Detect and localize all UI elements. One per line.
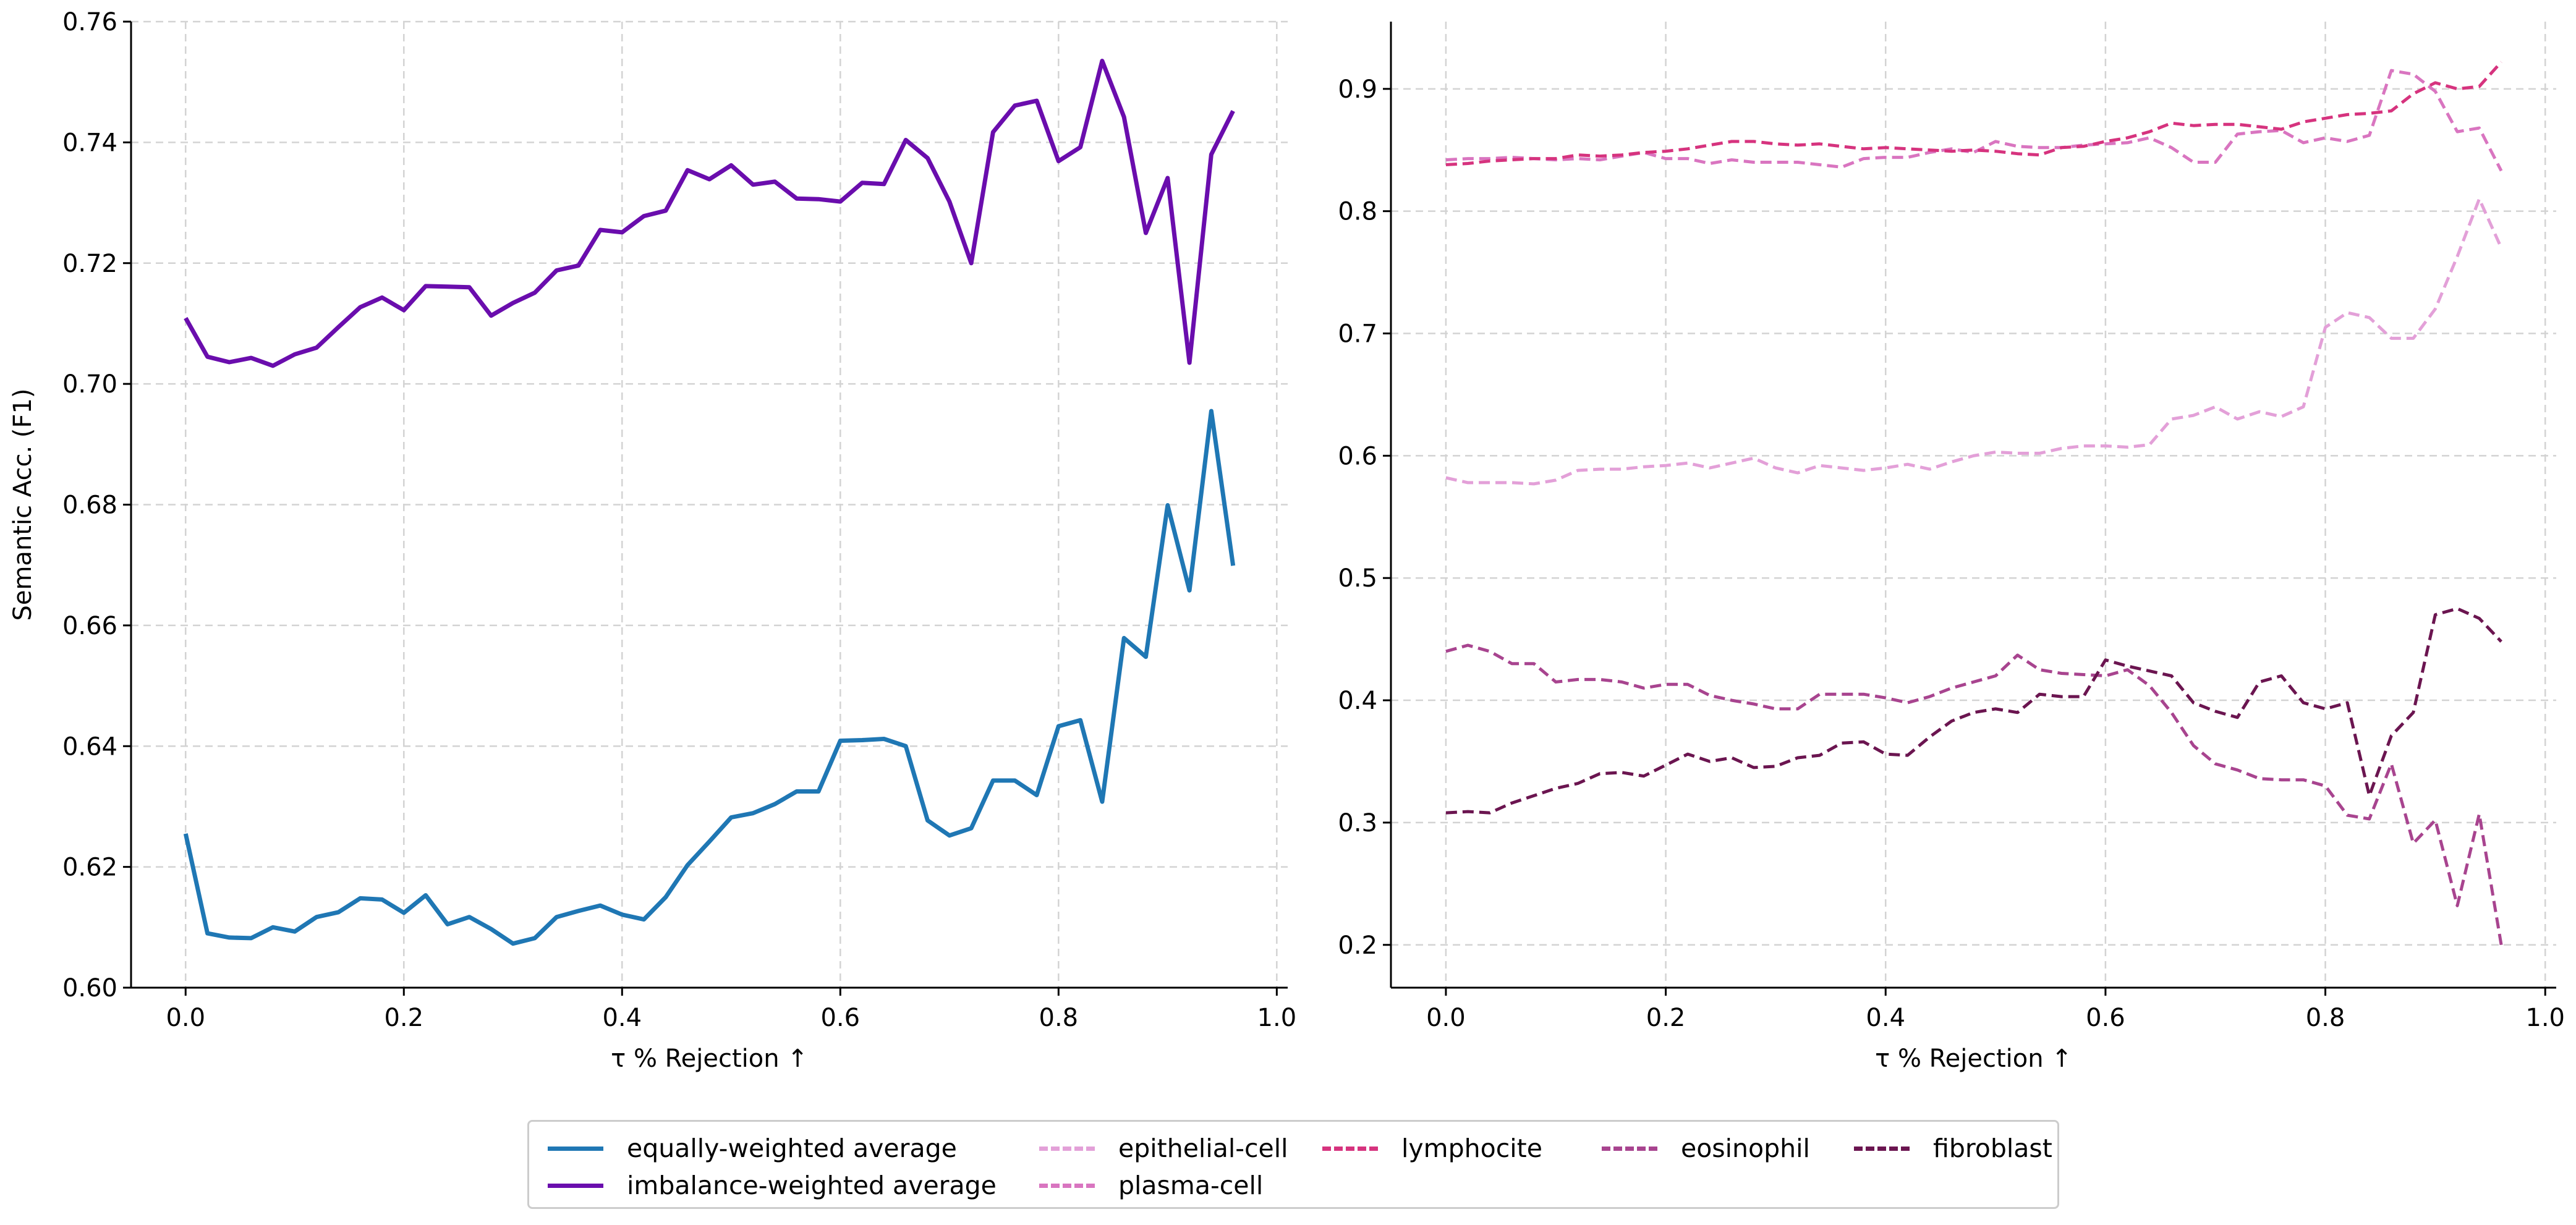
x-tick-label: 0.0	[1426, 1004, 1466, 1032]
x-tick-label: 0.2	[384, 1004, 423, 1032]
x-tick-label: 0.8	[1039, 1004, 1079, 1032]
legend-swatch	[1039, 1146, 1095, 1151]
x-tick-label: 0.8	[2306, 1004, 2345, 1032]
y-tick-label: 0.2	[1338, 931, 1377, 960]
x-tick-label: 1.0	[2525, 1004, 2565, 1032]
y-tick-label: 0.6	[1338, 442, 1377, 470]
legend-swatch	[1322, 1146, 1378, 1151]
series-line-fibroblast	[1445, 607, 2502, 815]
legend-label: imbalance-weighted average	[627, 1171, 997, 1200]
series-line-equally-weighted-average	[183, 409, 1236, 946]
chart-right-panel: 0.0 0.2 0.4 0.6 0.8 1.0 0.2 0.3 0.4 0.5 0.6 0.7 0.8 0…	[1338, 22, 2565, 1073]
y-tick-label: 0.5	[1338, 564, 1377, 593]
series-line-imbalance-weighted-average	[184, 59, 1235, 368]
legend: equally-weighted average imbalance-weigh…	[527, 1120, 2059, 1209]
legend-entry-imbalance-weighted-average: imbalance-weighted average	[548, 1170, 997, 1201]
y-tick-label: 0.8	[1338, 198, 1377, 226]
y-tick-label: 0.7	[1338, 320, 1377, 349]
x-tick-label: 0.0	[166, 1004, 205, 1032]
legend-label: plasma-cell	[1118, 1171, 1264, 1200]
x-tick-label: 0.6	[2086, 1004, 2125, 1032]
legend-swatch	[1039, 1183, 1095, 1188]
y-tick-label: 0.66	[62, 612, 117, 640]
y-tick-label: 0.9	[1338, 75, 1377, 104]
legend-entry-equally-weighted-average: equally-weighted average	[548, 1133, 957, 1164]
legend-entry-fibroblast: fibroblast	[1854, 1133, 2052, 1164]
y-tick-label: 0.64	[62, 732, 117, 761]
y-tick-label: 0.72	[62, 250, 117, 278]
y-tick-label: 0.62	[62, 854, 117, 882]
x-tick-label: 0.2	[1646, 1004, 1686, 1032]
x-axis-label: τ % Rejection ↑	[611, 1045, 808, 1073]
x-tick-label: 0.4	[602, 1004, 642, 1032]
legend-entry-plasma-cell: plasma-cell	[1039, 1170, 1263, 1201]
y-tick-label: 0.4	[1338, 687, 1377, 715]
legend-entry-eosinophil: eosinophil	[1602, 1133, 1810, 1164]
x-tick-label: 0.6	[820, 1004, 860, 1032]
chart-left-panel: 0.0 0.2 0.4 0.6 0.8 1.0 0.60 0.62 0.64 0.66 0.68 0.…	[9, 8, 1296, 1073]
y-axis-label: Semantic Acc. (F1)	[9, 388, 37, 621]
legend-swatch	[548, 1183, 603, 1188]
legend-entry-lymphocite: lymphocite	[1322, 1133, 1542, 1164]
legend-swatch	[1602, 1146, 1657, 1151]
legend-label: fibroblast	[1933, 1134, 2052, 1163]
y-tick-label: 0.68	[62, 491, 117, 520]
legend-label: lymphocite	[1401, 1134, 1542, 1163]
legend-swatch	[1854, 1146, 1910, 1151]
y-tick-label: 0.70	[62, 370, 117, 399]
series-line-lymphocite	[1445, 61, 2502, 166]
series-line-eosinophil	[1445, 643, 2503, 946]
x-tick-label: 0.4	[1866, 1004, 1905, 1032]
y-tick-label: 0.3	[1338, 809, 1377, 837]
legend-swatch	[548, 1146, 603, 1151]
x-tick-label: 1.0	[1257, 1004, 1297, 1032]
x-axis-label: τ % Rejection ↑	[1875, 1045, 2072, 1073]
legend-label: equally-weighted average	[627, 1134, 957, 1163]
y-tick-label: 0.76	[62, 8, 117, 36]
legend-label: epithelial-cell	[1118, 1134, 1288, 1163]
legend-label: eosinophil	[1681, 1134, 1810, 1163]
y-tick-label: 0.74	[62, 129, 117, 157]
y-tick-label: 0.60	[62, 974, 117, 1002]
legend-entry-epithelial-cell: epithelial-cell	[1039, 1133, 1288, 1164]
series-line-epithelial-cell	[1445, 197, 2503, 486]
